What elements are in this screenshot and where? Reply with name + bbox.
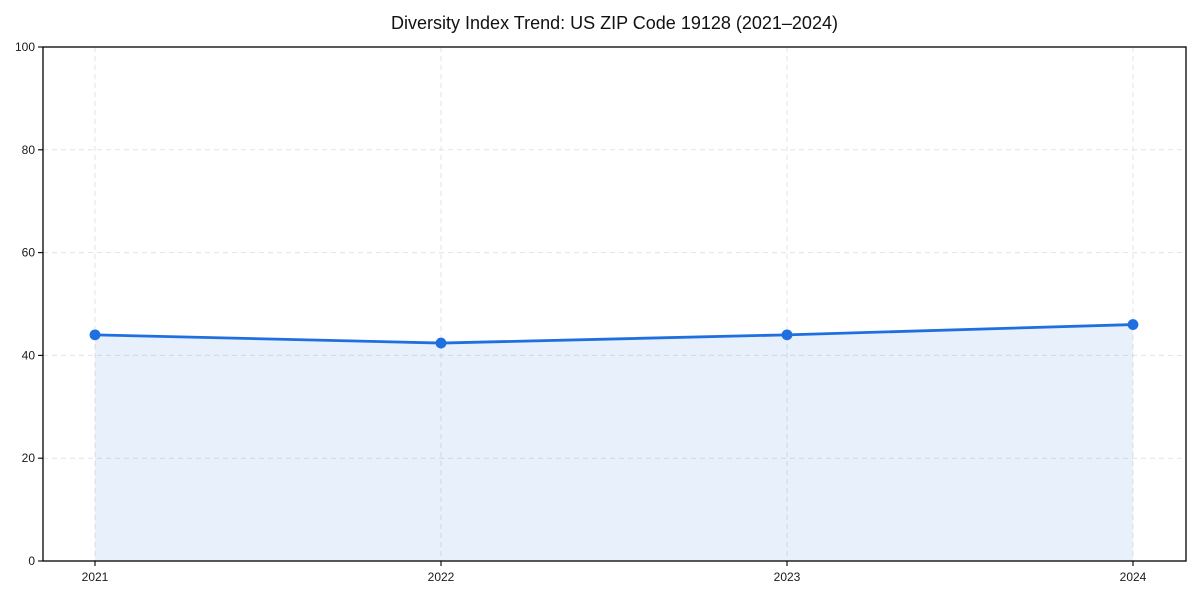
axes-frame — [42, 46, 1187, 562]
x-tick-label: 2022 — [428, 570, 455, 584]
y-tick-label: 80 — [22, 143, 36, 157]
x-tick-label: 2023 — [774, 570, 801, 584]
data-point-marker — [1127, 319, 1139, 330]
y-tick-label: 20 — [22, 451, 36, 465]
y-tick-label: 60 — [22, 246, 36, 260]
trend-line — [93, 323, 1135, 345]
x-tick-label: 2024 — [1120, 570, 1147, 584]
area-fill — [95, 324, 1133, 561]
y-tick-label: 0 — [28, 554, 35, 568]
data-point-marker — [781, 329, 793, 341]
chart-title: Diversity Index Trend: US ZIP Code 19128… — [391, 13, 838, 33]
data-point-marker — [435, 337, 447, 349]
y-tick-label: 100 — [15, 40, 35, 54]
y-tick-label: 40 — [22, 348, 36, 362]
x-tick-label: 2021 — [82, 570, 109, 584]
data-point-marker — [89, 329, 101, 341]
